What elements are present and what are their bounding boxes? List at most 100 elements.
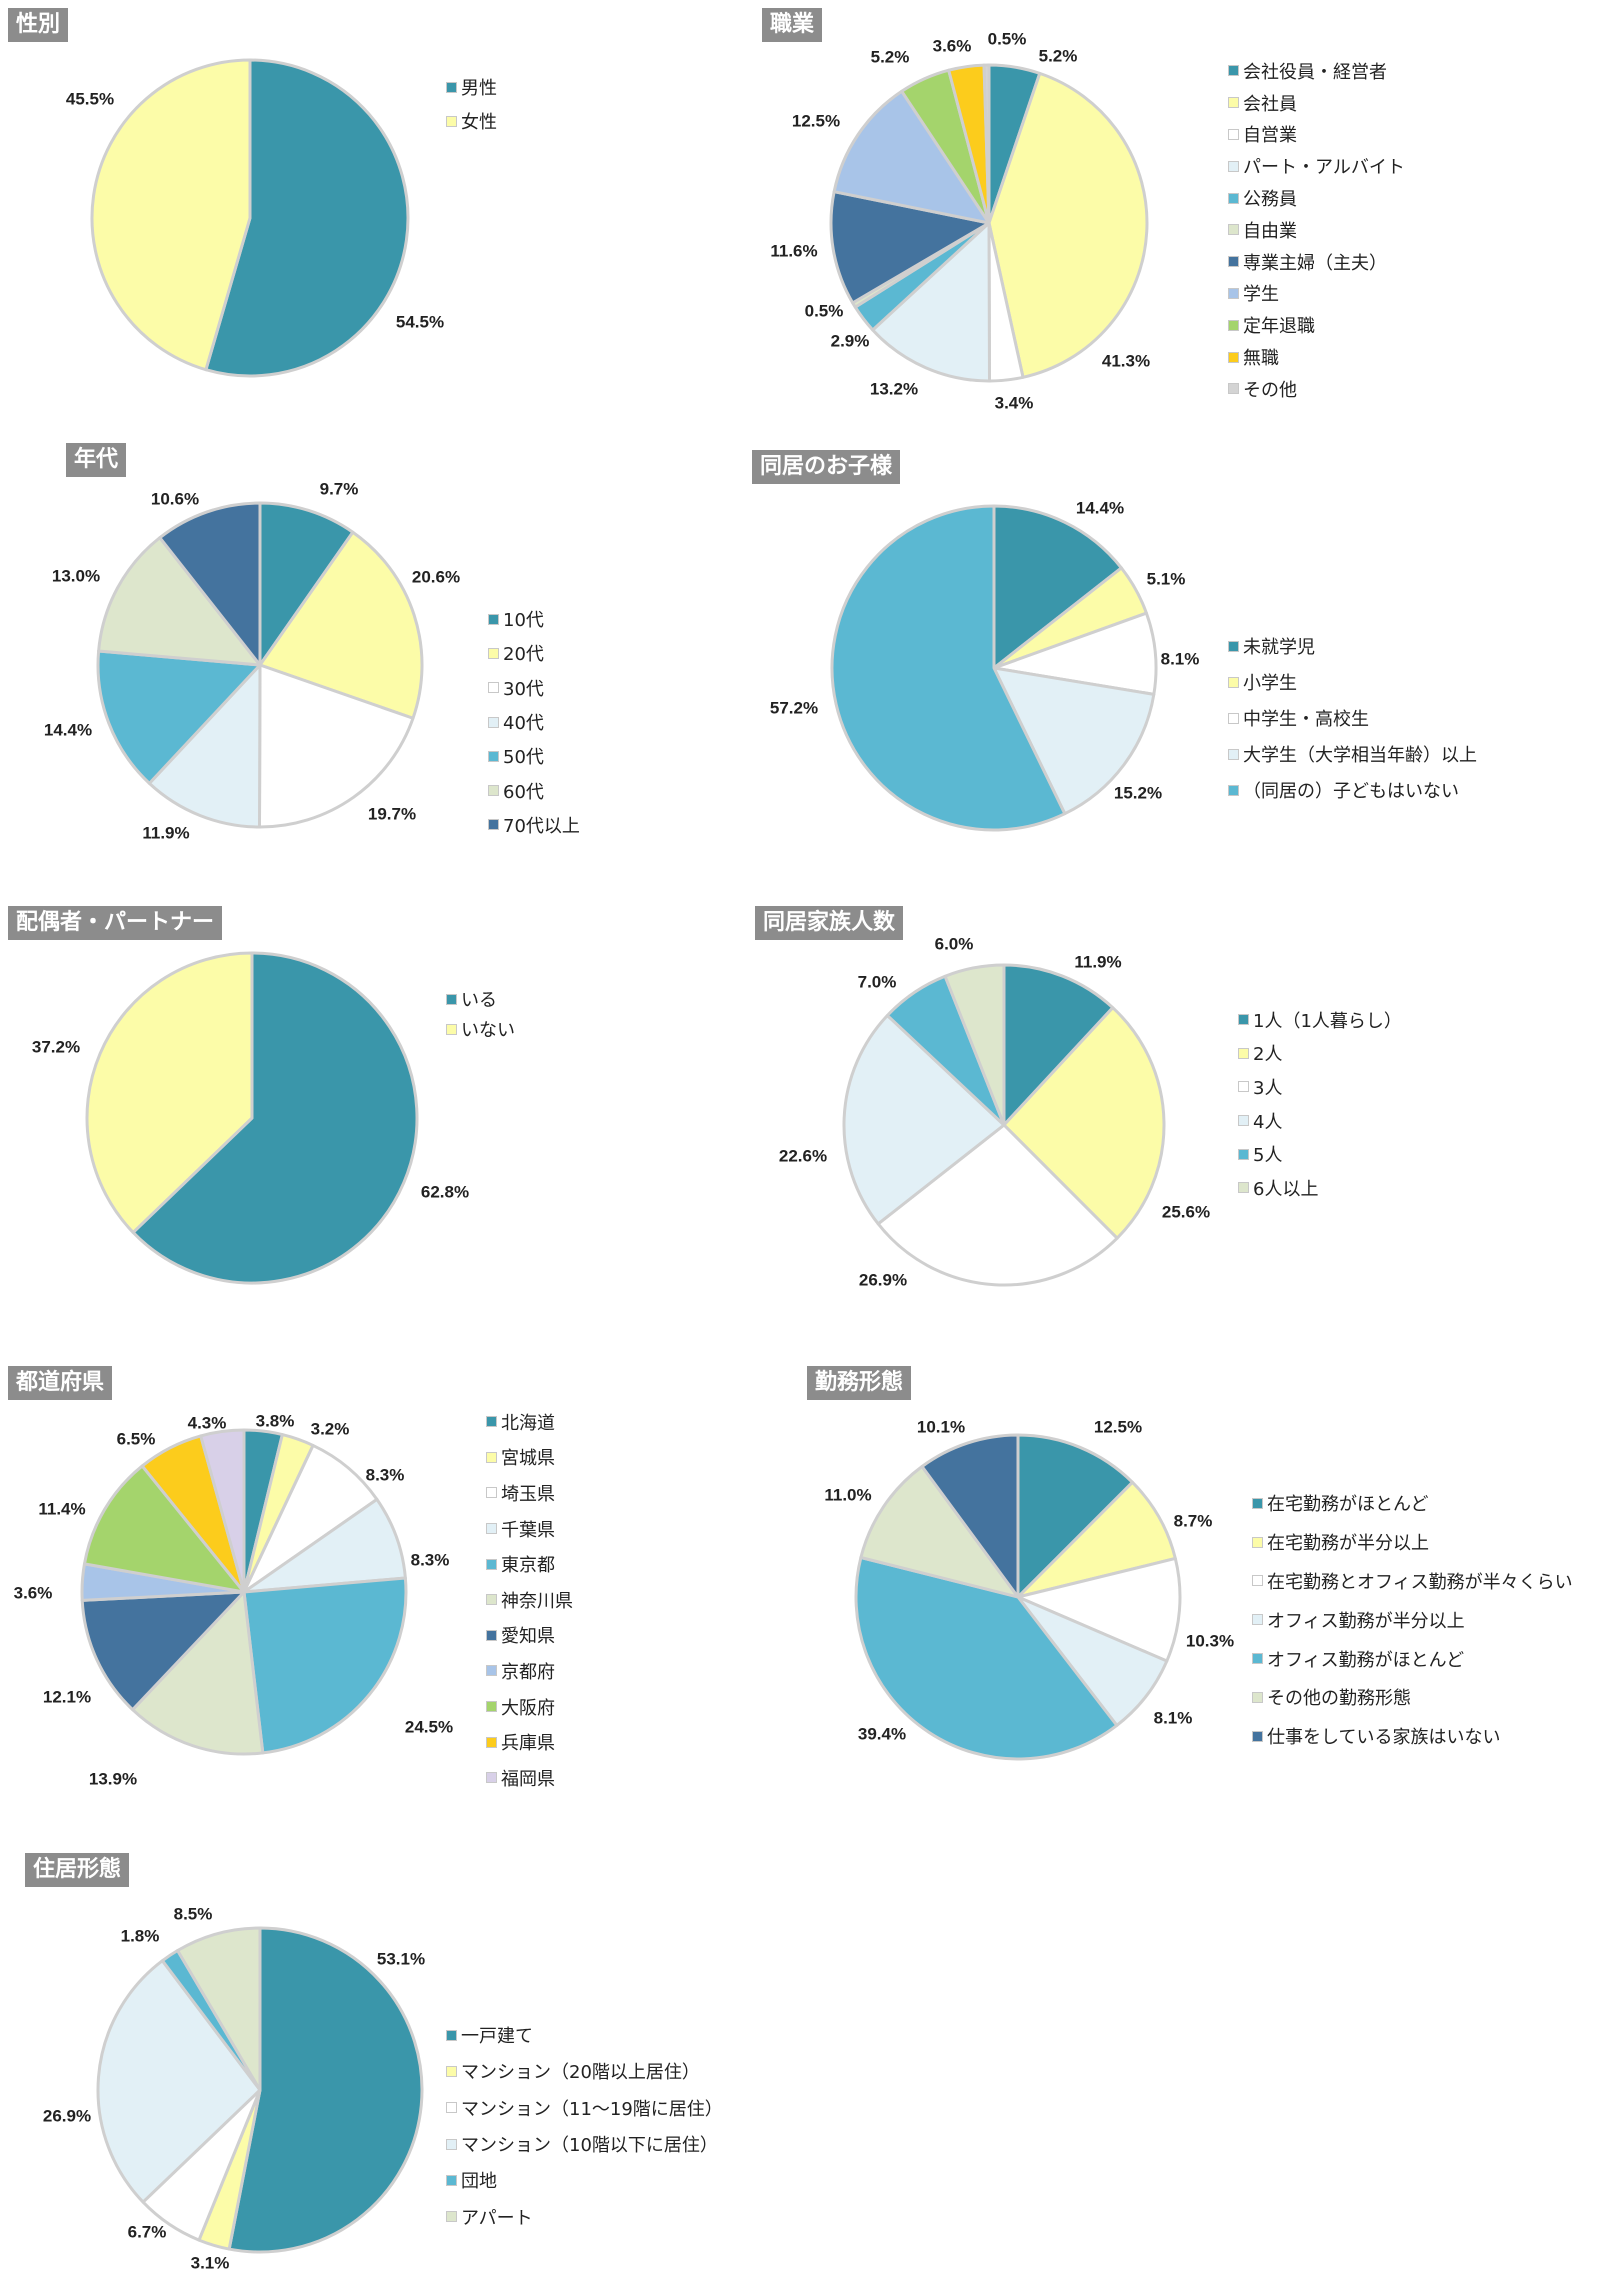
legend-item-children-1: 小学生 xyxy=(1228,664,1477,700)
legend-swatch-icon xyxy=(1228,97,1239,109)
legend-swatch-icon xyxy=(1238,1081,1249,1093)
chart-title-age: 年代 xyxy=(66,443,127,477)
legend-item-housing-3: マンション（10階以下に居住） xyxy=(446,2126,723,2162)
legend-swatch-icon xyxy=(1252,1653,1263,1665)
pie-slice-household-1 xyxy=(1002,1006,1166,1240)
legend-item-occupation-5: 自由業 xyxy=(1228,214,1405,246)
legend-item-occupation-10: その他 xyxy=(1228,373,1405,405)
data-label-household-5: 6.0% xyxy=(935,934,974,953)
legend-swatch-icon xyxy=(446,2065,457,2077)
data-label-gender-1: 45.5% xyxy=(66,89,114,108)
chart-title-housing: 住居形態 xyxy=(25,1853,130,1887)
legend-item-occupation-3: パート・アルバイト xyxy=(1228,150,1405,182)
legend-item-workstyle-0: 在宅勤務がほとんど xyxy=(1252,1484,1573,1523)
legend-household: 1人（1人暮らし） 2人 3人 4人 5人 6人以上 xyxy=(1238,1003,1402,1205)
pie-slice-children-3 xyxy=(992,666,1156,816)
data-label-occupation-4: 2.9% xyxy=(831,331,870,350)
legend-children: 未就学児 小学生 中学生・高校生 大学生（大学相当年齢）以上 （同居の）子どもはいない xyxy=(1228,628,1477,808)
data-label-prefecture-8: 11.4% xyxy=(38,1499,85,1518)
data-label-occupation-10: 0.5% xyxy=(988,29,1027,48)
legend-label: 無職 xyxy=(1243,348,1279,370)
legend-swatch-icon xyxy=(446,2211,457,2223)
legend-item-workstyle-1: 在宅勤務が半分以上 xyxy=(1252,1523,1573,1562)
legend-label: 5人 xyxy=(1253,1145,1283,1167)
pie-slice-prefecture-0 xyxy=(242,1428,284,1594)
legend-label: その他の勤務形態 xyxy=(1267,1688,1411,1710)
legend-label: 在宅勤務がほとんど xyxy=(1267,1494,1429,1516)
legend-item-occupation-8: 定年退職 xyxy=(1228,309,1405,341)
legend-swatch-icon xyxy=(1252,1691,1263,1703)
legend-item-age-5: 60代 xyxy=(488,773,580,807)
legend-item-household-3: 4人 xyxy=(1238,1104,1402,1138)
legend-item-household-2: 3人 xyxy=(1238,1070,1402,1104)
pie-slice-occupation-3 xyxy=(871,221,991,383)
legend-label: 会社員 xyxy=(1243,93,1297,115)
data-label-occupation-7: 12.5% xyxy=(792,111,840,130)
legend-label: 埼玉県 xyxy=(501,1483,555,1505)
legend-occupation: 会社役員・経営者 会社員 自営業 パート・アルバイト 公務員 自由業 専業主婦（主夫） 学生定… xyxy=(1228,55,1405,405)
data-label-age-3: 11.9% xyxy=(142,823,189,842)
pie-slice-age-4 xyxy=(96,649,262,785)
legend-swatch-icon xyxy=(488,613,499,625)
legend-item-occupation-9: 無職 xyxy=(1228,341,1405,373)
pie-slice-gender-1 xyxy=(90,58,252,372)
legend-item-prefecture-9: 兵庫県 xyxy=(486,1724,573,1760)
legend-label: 70代以上 xyxy=(503,815,580,837)
legend-label: 福岡県 xyxy=(501,1768,555,1790)
data-label-housing-5: 8.5% xyxy=(174,1904,213,1923)
legend-item-housing-0: 一戸建て xyxy=(446,2017,723,2053)
legend-swatch-icon xyxy=(1238,1014,1249,1026)
legend-label: 大阪府 xyxy=(501,1697,555,1719)
pie-slice-housing-5 xyxy=(176,1926,262,2092)
pie-slice-age-6 xyxy=(158,501,262,667)
legend-label: 3人 xyxy=(1253,1077,1283,1099)
pie-slice-housing-3 xyxy=(96,1959,262,2204)
pie-slice-occupation-9 xyxy=(947,63,991,225)
pie-slice-occupation-10 xyxy=(982,63,991,225)
data-label-age-4: 14.4% xyxy=(44,720,92,739)
data-label-occupation-3: 13.2% xyxy=(870,379,918,398)
data-label-housing-0: 53.1% xyxy=(377,1949,425,1968)
legend-label: オフィス勤務がほとんど xyxy=(1267,1649,1465,1671)
pie-slice-occupation-7 xyxy=(832,89,991,225)
legend-swatch-icon xyxy=(1252,1614,1263,1626)
pie-slice-children-0 xyxy=(992,504,1123,670)
legend-label: 千葉県 xyxy=(501,1519,555,1541)
pie-slice-prefecture-8 xyxy=(82,1464,246,1594)
legend-item-occupation-7: 学生 xyxy=(1228,278,1405,310)
legend-swatch-icon xyxy=(1228,784,1239,796)
legend-label: マンション（20階以上居住） xyxy=(461,2062,700,2084)
data-label-occupation-9: 3.6% xyxy=(933,36,972,55)
legend-item-occupation-2: 自営業 xyxy=(1228,119,1405,151)
legend-item-prefecture-0: 北海道 xyxy=(486,1404,573,1440)
pie-slice-prefecture-7 xyxy=(80,1562,246,1602)
legend-swatch-icon xyxy=(1252,1730,1263,1742)
legend-swatch-icon xyxy=(486,1487,497,1499)
data-label-occupation-8: 5.2% xyxy=(871,47,910,66)
legend-label: 50代 xyxy=(503,747,544,769)
pie-slice-age-0 xyxy=(258,501,355,667)
data-label-prefecture-0: 3.8% xyxy=(256,1411,295,1430)
pie-slice-children-4 xyxy=(830,504,1067,832)
legend-item-prefecture-1: 宮城県 xyxy=(486,1440,573,1476)
legend-swatch-icon xyxy=(1228,160,1239,172)
legend-swatch-icon xyxy=(446,2138,457,2150)
legend-item-age-4: 50代 xyxy=(488,739,580,773)
legend-item-occupation-0: 会社役員・経営者 xyxy=(1228,55,1405,87)
legend-item-partner-1: いない xyxy=(446,1014,515,1044)
legend-item-housing-1: マンション（20階以上居住） xyxy=(446,2053,723,2089)
legend-item-age-2: 30代 xyxy=(488,671,580,705)
data-label-occupation-1: 41.3% xyxy=(1102,351,1150,370)
legend-label: 大学生（大学相当年齢）以上 xyxy=(1243,745,1477,766)
legend-label: 在宅勤務とオフィス勤務が半々くらい xyxy=(1267,1571,1573,1593)
legend-label: パート・アルバイト xyxy=(1243,157,1405,179)
data-label-workstyle-2: 10.3% xyxy=(1186,1631,1234,1650)
chart-title-prefecture: 都道府県 xyxy=(8,1366,113,1400)
legend-swatch-icon xyxy=(486,1772,497,1784)
data-label-workstyle-1: 8.7% xyxy=(1174,1511,1213,1530)
legend-item-partner-0: いる xyxy=(446,984,515,1014)
data-label-prefecture-1: 3.2% xyxy=(311,1419,350,1438)
pie-slice-gender-0 xyxy=(204,58,410,378)
pie-slice-age-5 xyxy=(97,536,262,667)
legend-item-household-0: 1人（1人暮らし） xyxy=(1238,1003,1402,1037)
